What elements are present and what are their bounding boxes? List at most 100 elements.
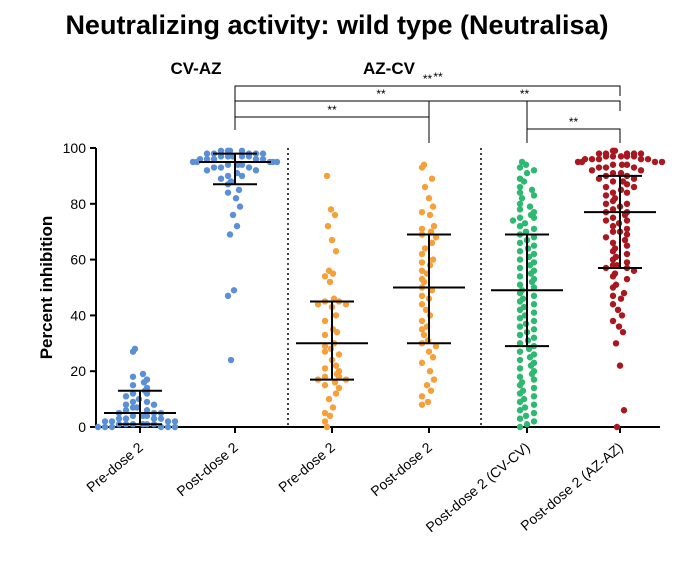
data-point [226,231,234,238]
data-point [323,172,331,180]
data-point [530,301,538,308]
data-point [644,155,652,163]
data-point [530,234,538,241]
data-point [602,183,610,191]
data-point [233,222,241,230]
data-point [609,317,617,325]
data-point [108,423,116,431]
data-point [637,167,645,174]
data-point [588,167,596,174]
data-point [516,289,524,297]
y-tick-label: 0 [78,419,86,435]
data-point [602,217,610,224]
data-point [609,206,617,213]
data-point [530,384,538,392]
data-point [609,214,617,221]
data-point [516,256,524,263]
data-point [321,317,329,325]
data-point [418,267,426,274]
data-point [528,278,536,286]
data-point [530,418,538,425]
data-point [623,231,631,238]
significance-bracket [234,116,430,130]
significance-label: ** [327,103,337,117]
points-layer [94,147,666,431]
data-point [143,390,151,397]
data-point [516,200,524,207]
data-point [609,178,617,185]
data-point [518,195,526,202]
data-point [150,415,158,422]
data-point [171,418,179,425]
data-point [164,418,172,425]
data-point [530,225,538,233]
data-point [609,153,617,160]
data-point [595,155,603,163]
data-point [230,287,238,294]
data-point [325,395,333,403]
summary-layer [104,152,656,426]
significance-label: ** [376,87,386,101]
data-point [530,242,538,249]
data-point [526,203,534,210]
data-point [521,220,529,227]
data-point [269,158,277,166]
data-point [232,195,240,202]
data-point [618,312,626,319]
data-point [609,228,617,235]
data-point [418,292,426,300]
data-point [418,164,426,171]
y-tick-label: 80 [70,196,86,212]
data-point [623,181,631,188]
data-point [429,203,437,210]
data-point [578,158,586,166]
data-point [619,328,627,336]
data-point [101,423,109,431]
data-point [332,312,340,319]
data-point [418,208,426,216]
data-point [516,281,524,288]
group-label: CV-AZ [171,59,222,78]
data-point [331,211,339,219]
data-point [217,175,225,182]
data-point [602,192,610,199]
data-point [108,418,116,425]
data-point [530,393,538,400]
data-point [509,217,517,224]
data-point [426,368,434,375]
data-point [418,225,426,233]
data-point [516,415,524,422]
x-tick-label: Post-dose 2 (CV-CV) [423,439,533,535]
data-point [421,245,429,252]
data-point [620,407,628,414]
data-point [516,183,524,191]
data-point [321,342,329,350]
data-point [623,153,631,160]
data-point [171,423,179,431]
data-point [94,423,102,431]
data-point [324,222,332,230]
data-point [428,287,436,294]
significance-label: ** [569,115,579,129]
data-point [516,222,524,230]
data-point [430,376,438,383]
significance-label: ** [520,87,530,101]
data-point [609,169,617,177]
data-point [252,167,260,174]
data-point [530,214,538,221]
y-tick-label: 40 [70,307,86,323]
data-point [193,158,201,166]
data-point [321,381,329,389]
data-point [418,301,426,308]
data-point [522,412,530,420]
data-point [602,200,610,207]
data-point [617,295,625,302]
data-point [423,381,431,389]
data-point [432,234,440,241]
data-point [115,415,123,422]
data-point [224,172,232,180]
data-point [516,390,524,397]
data-point [203,167,211,174]
data-point [326,278,334,286]
data-point [227,356,235,364]
